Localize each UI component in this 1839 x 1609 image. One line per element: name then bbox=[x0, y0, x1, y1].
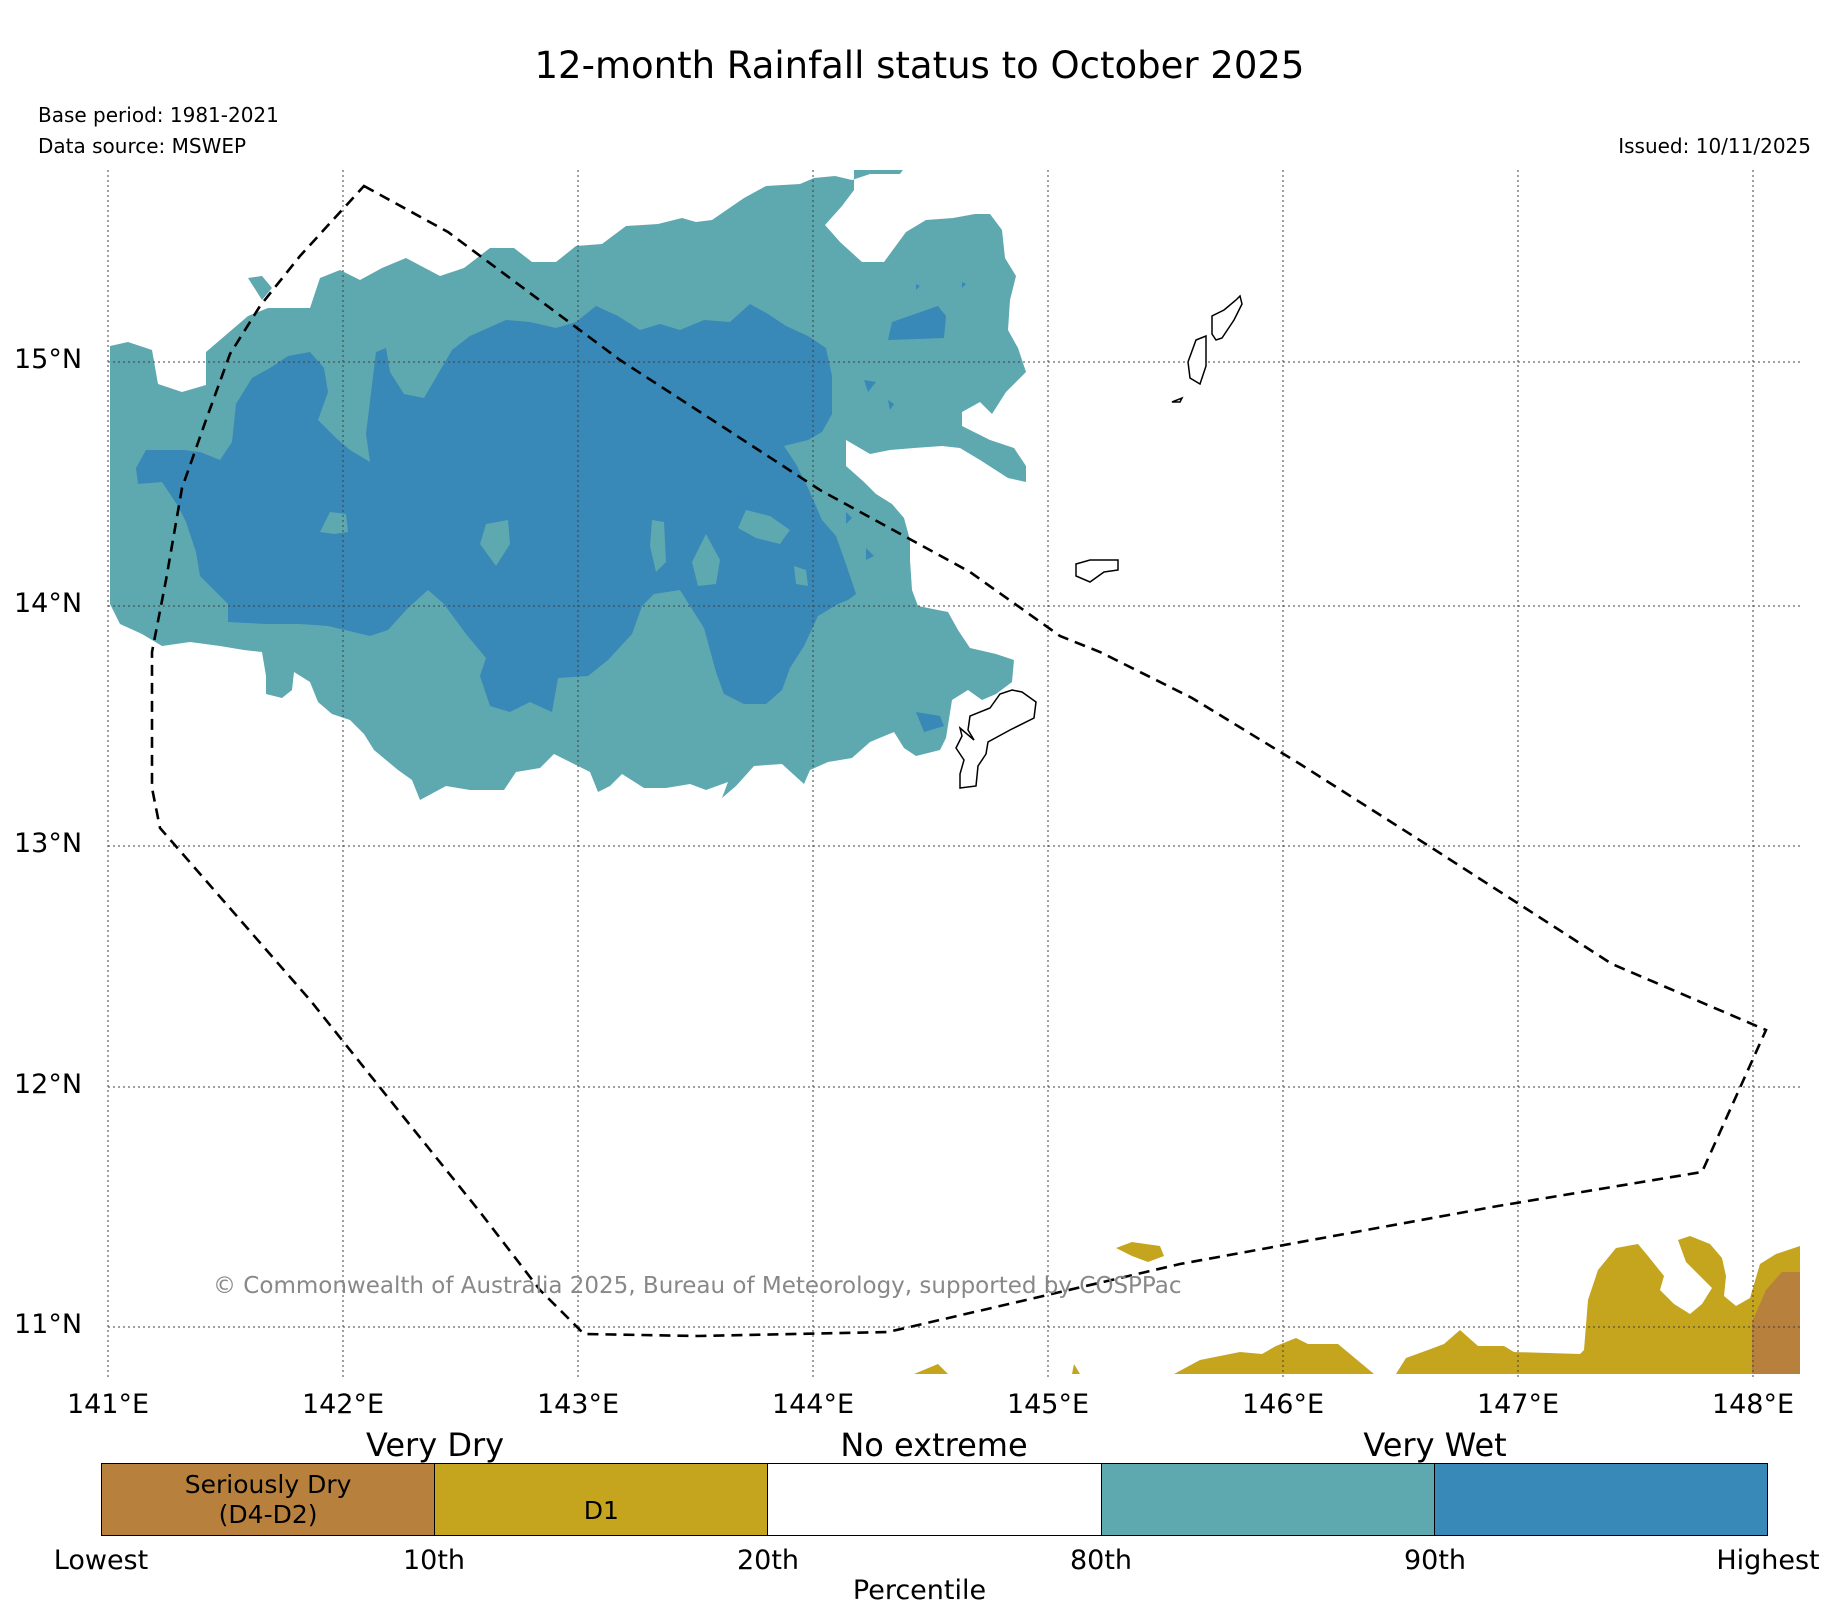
tick-90th: 90th bbox=[1403, 1545, 1467, 1576]
lon-label-145: 145°E bbox=[1006, 1389, 1090, 1420]
copyright-notice: © Commonwealth of Australia 2025, Bureau… bbox=[213, 1273, 1182, 1299]
lon-label-147: 147°E bbox=[1476, 1389, 1560, 1420]
island-guam bbox=[955, 689, 1037, 789]
lat-label-11: 11°N bbox=[14, 1309, 83, 1340]
tick-20th: 20th bbox=[736, 1545, 800, 1576]
lon-label-142: 142°E bbox=[301, 1389, 385, 1420]
lon-label-148: 148°E bbox=[1711, 1389, 1795, 1420]
percentile-axis-label: Percentile bbox=[852, 1575, 987, 1606]
tick-highest: Highest bbox=[1716, 1545, 1820, 1576]
very-wet-region bbox=[136, 304, 856, 712]
seriously-dry-region bbox=[1752, 1272, 1800, 1374]
lon-label-144: 144°E bbox=[771, 1389, 855, 1420]
lon-label-141: 141°E bbox=[66, 1389, 150, 1420]
tick-lowest: Lowest bbox=[53, 1545, 149, 1576]
legend-wet bbox=[1101, 1464, 1435, 1535]
lon-label-143: 143°E bbox=[536, 1389, 620, 1420]
legend-no-extreme bbox=[768, 1464, 1102, 1535]
lat-label-13: 13°N bbox=[14, 828, 83, 859]
legend-d1-label: D1 bbox=[583, 1495, 619, 1525]
wet-islet bbox=[248, 276, 272, 300]
island-outlines bbox=[955, 294, 1243, 789]
graticule bbox=[107, 170, 1800, 1378]
island-saipan bbox=[1211, 294, 1243, 341]
d1-region bbox=[914, 1236, 1800, 1374]
legend-d1: D1 bbox=[435, 1464, 769, 1535]
tick-80th: 80th bbox=[1069, 1545, 1133, 1576]
lon-label-146: 146°E bbox=[1241, 1389, 1325, 1420]
legend-category-no-extreme: No extreme bbox=[840, 1426, 1028, 1464]
page-title: 12-month Rainfall status to October 2025 bbox=[534, 44, 1305, 87]
eez-boundary bbox=[150, 184, 1768, 1338]
legend-category-very-wet: Very Wet bbox=[1363, 1426, 1507, 1464]
colorbar-legend: Seriously Dry (D4-D2) D1 bbox=[101, 1463, 1768, 1536]
legend-seriously-dry: Seriously Dry (D4-D2) bbox=[102, 1464, 436, 1535]
lat-label-15: 15°N bbox=[14, 344, 83, 375]
legend-category-very-dry: Very Dry bbox=[365, 1426, 505, 1464]
data-source: Data source: MSWEP bbox=[38, 134, 247, 158]
island-rota bbox=[1075, 559, 1119, 583]
lat-label-14: 14°N bbox=[14, 588, 83, 619]
legend-seriously-dry-label: Seriously Dry (D4-D2) bbox=[184, 1469, 352, 1529]
issued-date: Issued: 10/11/2025 bbox=[1618, 134, 1811, 158]
legend-very-wet bbox=[1434, 1464, 1768, 1535]
base-period: Base period: 1981-2021 bbox=[38, 103, 279, 127]
lat-label-12: 12°N bbox=[14, 1069, 83, 1100]
island-tinian bbox=[1187, 334, 1207, 386]
island-aguijan bbox=[1171, 396, 1184, 403]
tick-10th: 10th bbox=[402, 1545, 466, 1576]
